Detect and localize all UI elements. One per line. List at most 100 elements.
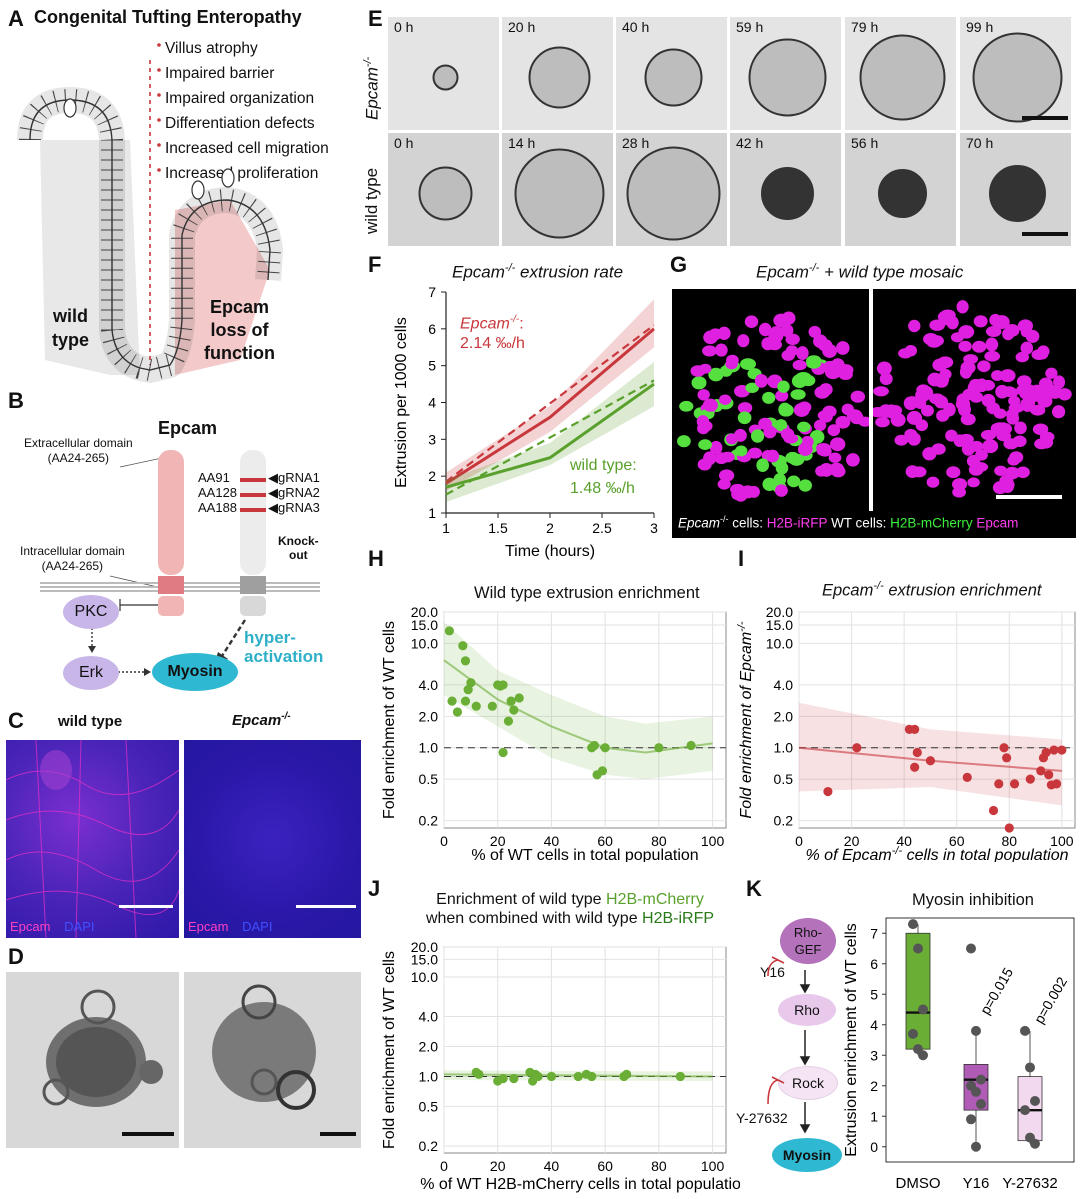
row-label-wild-type: wild type bbox=[362, 167, 381, 234]
y-tick-label: 0.2 bbox=[774, 813, 794, 829]
data-point bbox=[474, 1069, 484, 1079]
x-tick-label: Y16 bbox=[963, 1175, 990, 1192]
symptom-list: Villus atrophy Impaired barrier Impaired… bbox=[165, 36, 329, 186]
x-tick-label: DMSO bbox=[896, 1175, 941, 1192]
nucleus bbox=[797, 421, 811, 433]
nucleus bbox=[762, 477, 777, 492]
x-tick-label: 100 bbox=[701, 833, 725, 849]
data-point bbox=[498, 747, 508, 758]
organoid-shape bbox=[644, 48, 703, 107]
nucleus bbox=[999, 423, 1013, 435]
y-tick-label: 3 bbox=[428, 431, 436, 447]
knockout-label: Knock- out bbox=[278, 534, 319, 562]
intracellular-label: Intracellular domain (AA24-265) bbox=[20, 544, 125, 574]
y-tick-label: 4.0 bbox=[419, 677, 439, 693]
nucleus bbox=[762, 391, 776, 404]
ko-stain-image: Epcam DAPI bbox=[184, 740, 361, 938]
y-tick-label: 20.0 bbox=[766, 604, 793, 620]
wt-stain-image: Epcam DAPI bbox=[6, 740, 179, 938]
nucleus bbox=[1020, 327, 1034, 338]
y-tick-label: 1.0 bbox=[774, 740, 794, 756]
nucleus bbox=[781, 311, 796, 325]
x-axis-label: Time (hours) bbox=[505, 543, 595, 560]
y-tick-label: 4.0 bbox=[774, 677, 794, 693]
grna-label: ◀gRNA3 bbox=[268, 500, 320, 515]
nucleus bbox=[813, 334, 828, 349]
epcam-loss-label-line: function bbox=[204, 343, 275, 363]
nucleus bbox=[740, 358, 756, 370]
nucleus bbox=[1039, 431, 1055, 443]
organoid-body bbox=[514, 148, 605, 239]
nucleus bbox=[937, 311, 951, 323]
rho-node: Rho bbox=[778, 994, 836, 1026]
ko-rate-value: 2.14 ‰/h bbox=[460, 335, 525, 353]
x-tick-label: 20 bbox=[844, 833, 860, 849]
caption-part: Epcam bbox=[678, 515, 721, 531]
y27632-label: Y-27632 bbox=[736, 1110, 788, 1126]
data-point bbox=[622, 1069, 632, 1079]
panel-i-title-sup: -/- bbox=[873, 580, 884, 592]
series-line bbox=[445, 327, 655, 485]
nucleus bbox=[1057, 388, 1072, 401]
panel-c-ko-name: Epcam bbox=[232, 712, 282, 729]
organoid-shape bbox=[748, 38, 827, 117]
x-axis-label: % of WT H2B-mCherry cells in total popul… bbox=[420, 1176, 740, 1193]
rock-node: Rock bbox=[778, 1066, 838, 1100]
data-point bbox=[1002, 753, 1012, 763]
data-point bbox=[463, 685, 473, 695]
nucleus bbox=[697, 458, 712, 471]
nucleus bbox=[908, 319, 921, 333]
organoid-body bbox=[748, 38, 827, 117]
nucleus bbox=[696, 415, 710, 429]
nucleus bbox=[926, 476, 940, 488]
row-label-epcam-sup: -/- bbox=[362, 56, 374, 68]
nucleus bbox=[823, 360, 838, 374]
organoid-body bbox=[432, 64, 459, 91]
panel-b-letter: B bbox=[8, 388, 24, 413]
wt-rate-label: wild type: 1.48 ‰/h bbox=[570, 454, 637, 500]
nucleus bbox=[726, 354, 739, 366]
data-point bbox=[514, 693, 524, 703]
grna-label: ◀gRNA1 bbox=[268, 470, 320, 485]
y-tick-label: 0.5 bbox=[419, 1098, 439, 1114]
panel-g-title-sup: -/- bbox=[808, 262, 820, 274]
extracellular-line: Extracellular domain bbox=[24, 436, 133, 450]
extrusion-rate-chart: 1 2 3 4 5 6 7 1 1.5 2 2.5 3 Time (hours) Extrusion pe… bbox=[393, 284, 658, 560]
panel-j-title-irfp: H2B-iRFP bbox=[642, 910, 715, 927]
nucleus bbox=[961, 442, 975, 456]
nucleus bbox=[921, 404, 934, 417]
nucleus bbox=[982, 439, 999, 454]
row-label-epcam: Epcam-/- bbox=[362, 57, 383, 120]
data-point bbox=[913, 943, 923, 954]
hyperactivation-label: hyper- activation bbox=[244, 628, 323, 666]
data-point bbox=[444, 626, 454, 636]
epcam-loss-label-line: Epcam bbox=[209, 297, 269, 317]
data-point bbox=[1025, 774, 1035, 784]
organoid-shape bbox=[626, 146, 721, 241]
data-point bbox=[509, 705, 519, 715]
x-tick-label: 100 bbox=[1050, 833, 1074, 849]
row-label-epcam-name: Epcam bbox=[362, 67, 382, 120]
panel-j-letter: J bbox=[368, 876, 381, 901]
y-tick-label: 2.0 bbox=[774, 708, 794, 724]
organoid-body bbox=[878, 169, 927, 218]
data-point bbox=[971, 1141, 981, 1152]
nucleus bbox=[792, 359, 807, 371]
organoid-image-2 bbox=[184, 972, 361, 1148]
nucleus bbox=[717, 478, 731, 490]
epcam-loss-label: Epcam loss of function bbox=[204, 296, 275, 365]
symptom-item: Increased proliferation bbox=[165, 165, 319, 182]
nucleus bbox=[758, 322, 772, 337]
nucleus bbox=[703, 330, 718, 345]
intracellular-line: (AA24-265) bbox=[41, 559, 104, 573]
nucleus bbox=[1015, 351, 1030, 363]
nucleus bbox=[813, 419, 827, 432]
nucleus bbox=[793, 403, 810, 417]
nucleus bbox=[945, 429, 958, 442]
timelapse-frame: 14 h bbox=[502, 133, 613, 246]
data-point bbox=[962, 772, 972, 782]
data-point bbox=[1041, 747, 1051, 758]
nucleus bbox=[894, 434, 909, 446]
ko-rate-name: Epcam bbox=[460, 315, 510, 333]
data-point bbox=[654, 743, 664, 753]
